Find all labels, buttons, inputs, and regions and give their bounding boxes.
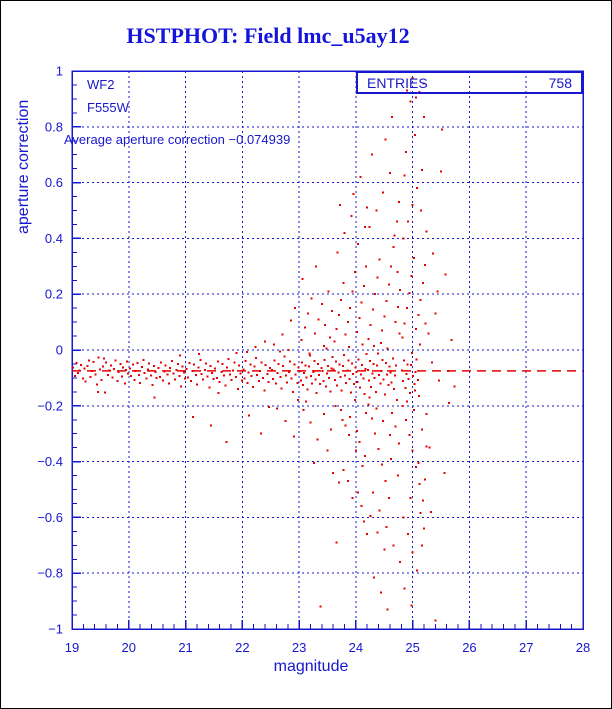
svg-text:0.2: 0.2 — [45, 287, 63, 302]
svg-text:24: 24 — [349, 640, 363, 655]
svg-text:−0.6: −0.6 — [37, 510, 63, 525]
svg-text:20: 20 — [122, 640, 136, 655]
svg-text:−0.8: −0.8 — [37, 566, 63, 581]
page-title: HSTPHOT: Field lmc_u5ay12 — [126, 23, 410, 48]
detector-label: WF2 — [87, 77, 115, 92]
svg-text:25: 25 — [405, 640, 419, 655]
svg-text:22: 22 — [235, 640, 249, 655]
y-axis-title: aperture correction — [15, 99, 32, 234]
svg-text:0.4: 0.4 — [45, 231, 63, 246]
svg-text:0.8: 0.8 — [45, 119, 63, 134]
stats-box-label: ENTRIES — [367, 74, 428, 91]
svg-text:21: 21 — [178, 640, 192, 655]
svg-text:0: 0 — [56, 343, 63, 358]
average-annotation: Average aperture correction −0.074939 — [64, 132, 291, 147]
svg-text:0.6: 0.6 — [45, 175, 63, 190]
svg-text:27: 27 — [519, 640, 533, 655]
data-points — [72, 76, 456, 622]
svg-text:1: 1 — [56, 64, 63, 79]
svg-text:19: 19 — [65, 640, 79, 655]
svg-text:26: 26 — [462, 640, 476, 655]
tick-labels: 19 20 21 22 23 24 25 26 27 28 1 0.8 0.6 0.4 0.2 0 −0.2 −0… — [37, 64, 590, 656]
stats-box-value: 758 — [548, 74, 572, 91]
filter-label: F555W — [87, 100, 129, 115]
svg-text:−0.4: −0.4 — [37, 454, 63, 469]
svg-text:28: 28 — [576, 640, 590, 655]
grid-lines — [72, 71, 583, 629]
svg-text:−0.2: −0.2 — [37, 398, 63, 413]
axis-ticks — [71, 70, 584, 630]
x-axis-title: magnitude — [273, 658, 349, 675]
svg-text:−1: −1 — [48, 622, 63, 637]
svg-text:23: 23 — [292, 640, 306, 655]
stats-box: ENTRIES 758 — [356, 71, 583, 94]
